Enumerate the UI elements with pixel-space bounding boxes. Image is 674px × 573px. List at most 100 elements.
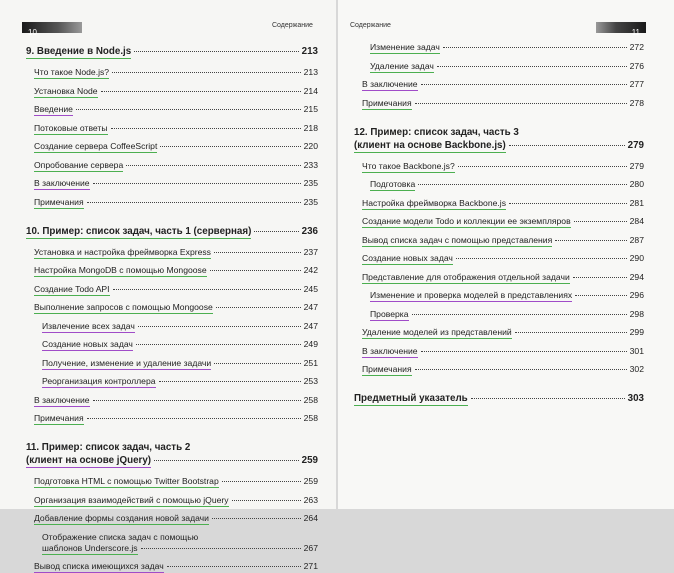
entry-line: Настройка MongoDB с помощью Mongoose 242 [34,265,318,277]
toc-entry: Изменение задач 272 [354,42,644,54]
toc-list: Изменение задач 272 Удаление задач 276 В зак… [354,42,644,406]
toc-entry: Введение 215 [26,104,318,116]
page-number-band: 11 [596,22,646,37]
page-ref: 242 [303,265,318,275]
dot-leader [211,518,301,519]
chapter-entry: 11. Пример: список задач, часть 2 (клиент… [26,441,318,468]
page-ref: 235 [303,196,318,207]
page-ref: 263 [303,494,318,505]
toc-entry: Проверка 298 [354,309,644,321]
toc-entry: Установка и настройка фреймворка Express… [26,247,318,259]
entry-title: (клиент на основе Backbone.js) [354,139,506,153]
dot-leader [442,47,627,48]
dot-leader [455,258,627,259]
dot-leader [509,202,627,204]
entry-line: Введение 215 [34,104,318,116]
entry-line: Организация взаимодействий с помощью jQu… [34,495,318,507]
page-ref: 214 [303,85,318,96]
toc-entry: Создание новых задач 249 [26,339,318,351]
toc-entry: Примечания 258 [26,413,318,425]
entry-title: Предметный указатель [354,393,468,406]
entry-title: Введение [34,104,73,116]
page-ref: 215 [303,104,318,114]
dot-leader [92,183,301,184]
entry-line: Настройка фреймворка Backbone.js 281 [362,198,644,210]
chapter-entry: 10. Пример: список задач, часть 1 (серве… [26,225,318,239]
toc-entry: В заключение 258 [26,395,318,407]
toc-entry: Организация взаимодействий с помощью jQu… [26,495,318,507]
dot-leader [112,288,301,290]
dot-leader [418,184,627,185]
dot-leader [110,127,301,129]
toc-entry: Настройка фреймворка Backbone.js 281 [354,198,644,210]
toc-entry: Изменение и проверка моделей в представл… [354,290,644,302]
toc-entry: Добавление формы создания новой задачи 26… [26,513,318,525]
page-ref: 278 [629,97,644,108]
toc-entry: Представление для отображения отдельной … [354,272,644,284]
entry-title: Изменение и проверка моделей в представл… [370,290,573,302]
entry-title: Выполнение запросов с помощью Mongoose [34,302,213,314]
page-ref: 236 [301,225,318,237]
dot-leader [411,313,627,315]
page-ref: 302 [629,364,644,374]
entry-title: Настройка фреймворка Backbone.js [362,197,506,210]
entry-line: Создание новых задач 249 [42,339,318,351]
entry-title: Подготовка [370,179,416,191]
dot-leader [514,332,627,333]
entry-line: В заключение 258 [34,395,318,407]
page-ref: 280 [629,179,644,189]
dot-leader [420,84,627,85]
page-ref: 218 [303,122,318,133]
dot-leader [457,165,627,167]
toc-entry: В заключение 277 [354,79,644,91]
entry-line: Подготовка HTML с помощью Twitter Bootst… [34,476,318,488]
entry-line: Вывод списка имеющихся задач 271 [34,561,318,573]
entry-line: Извлечение всех задач 247 [42,321,318,333]
page-ref: 296 [629,290,644,300]
entry-title: В заключение [34,394,90,407]
dot-leader [470,398,625,399]
toc-entry: Настройка MongoDB с помощью Mongoose 242 [26,265,318,277]
dot-leader [215,307,301,308]
dot-leader [575,295,627,296]
entry-title: Добавление формы создания новой задачи [34,513,209,525]
chapter-entry: 9. Введение в Node.js 213 [26,45,318,59]
entry-line: Что такое Backbone.js? 279 [362,161,644,173]
page-ref: 264 [303,513,318,523]
entry-line: Изменение и проверка моделей в представл… [370,290,644,302]
entry-title: Вывод списка имеющихся задач [34,561,164,573]
page-ref: 271 [303,561,318,571]
entry-line: Предметный указатель 303 [354,392,644,406]
page-ref: 294 [629,271,644,282]
page-ref: 272 [629,42,644,52]
dot-leader [160,146,301,147]
page-ref: 220 [303,141,318,151]
entry-title: Примечания [34,196,84,209]
page-ref: 213 [303,67,318,77]
entry-title: Что такое Backbone.js? [362,160,455,173]
entry-title: 9. Введение в Node.js [26,46,132,59]
page-ref: 258 [303,394,318,405]
entry-title-line: 11. Пример: список задач, часть 2 [26,442,191,453]
right-page: Содержание 11 Изменение задач 272 Удаление… [338,0,674,509]
entry-title: Что такое Node.js? [34,67,110,79]
entry-title: Удаление задач [370,60,434,73]
entry-title: В заключение [362,79,418,91]
entry-title: Подготовка HTML с помощью Twitter Bootst… [34,476,219,488]
toc-entry: Что такое Node.js? 213 [26,67,318,79]
entry-title: Извлечение всех задач [42,320,135,333]
entry-title: Примечания [362,97,412,110]
running-header: Содержание [272,22,313,29]
dot-leader [231,499,301,501]
toc-entry: Создание Todo API 245 [26,284,318,296]
page-ref: 301 [629,345,644,356]
toc-entry: Примечания 235 [26,197,318,209]
entry-line: Примечания 258 [34,413,318,425]
page-ref: 303 [627,393,644,404]
entry-line: Подготовка 280 [370,179,644,191]
dot-leader [158,381,301,382]
entry-line: Создание Todo API 245 [34,284,318,296]
toc-list: 9. Введение в Node.js 213 Что такое Node.j… [26,45,318,573]
page-ref: 259 [301,455,318,466]
dot-leader [214,362,301,364]
